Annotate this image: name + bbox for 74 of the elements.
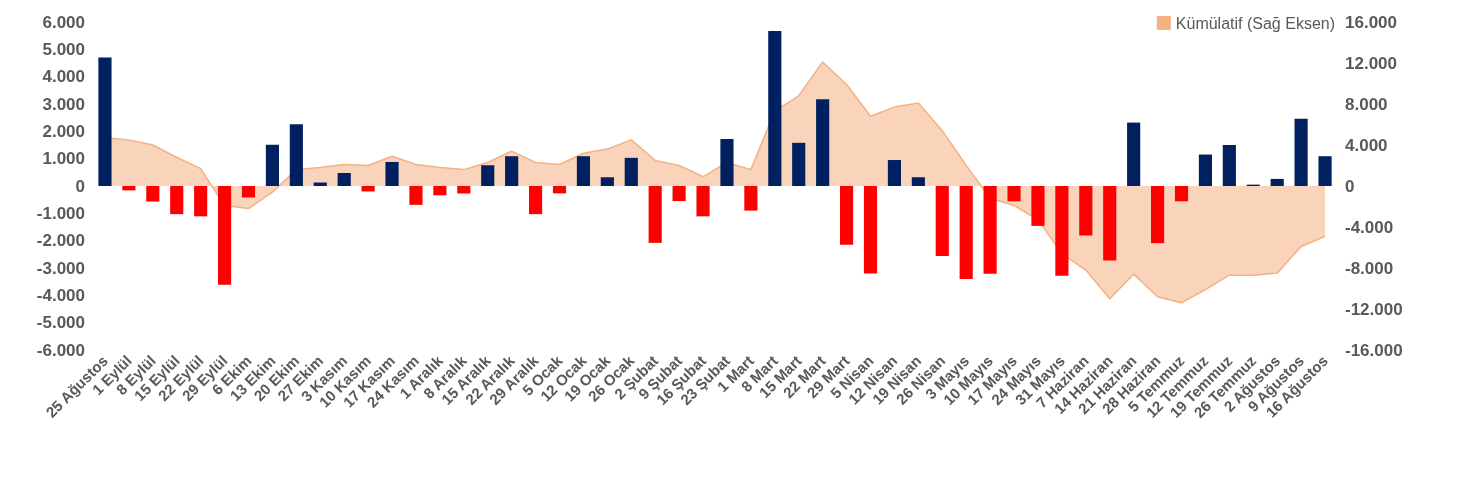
bar bbox=[983, 186, 997, 274]
bar bbox=[1031, 186, 1045, 226]
y-tick-label: -1.000 bbox=[36, 203, 85, 223]
bar bbox=[1127, 122, 1141, 186]
bar bbox=[289, 124, 303, 186]
bar bbox=[409, 186, 423, 205]
bar bbox=[241, 186, 256, 198]
bar bbox=[887, 160, 901, 186]
bar bbox=[1198, 154, 1212, 186]
bar bbox=[98, 57, 112, 186]
bar bbox=[840, 186, 854, 245]
bar bbox=[170, 186, 184, 215]
bar bbox=[1007, 186, 1021, 202]
bar bbox=[720, 138, 734, 186]
bar bbox=[768, 31, 782, 186]
y2-tick-label: 8.000 bbox=[1345, 94, 1388, 114]
bar bbox=[863, 186, 878, 274]
bar bbox=[1079, 186, 1093, 236]
y-tick-label: -2.000 bbox=[36, 231, 85, 251]
y-tick-label: -6.000 bbox=[36, 340, 85, 360]
y-tick-label: 2.000 bbox=[42, 121, 85, 141]
bar bbox=[337, 172, 351, 186]
bar bbox=[1318, 156, 1332, 186]
bar bbox=[361, 186, 375, 192]
y-tick-label: 6.000 bbox=[42, 12, 85, 32]
y-tick-label: -3.000 bbox=[36, 258, 85, 278]
bar bbox=[744, 186, 758, 211]
bar bbox=[1174, 186, 1189, 202]
bar bbox=[218, 186, 232, 285]
bar bbox=[529, 186, 543, 215]
bar bbox=[433, 186, 447, 196]
bar bbox=[194, 186, 208, 217]
bar bbox=[122, 186, 136, 191]
y-tick-label: 5.000 bbox=[42, 39, 85, 59]
bar bbox=[624, 157, 638, 186]
bar bbox=[600, 177, 614, 186]
y2-tick-label: -4.000 bbox=[1345, 217, 1394, 237]
y2-tick-label: -8.000 bbox=[1345, 258, 1394, 278]
bar bbox=[792, 142, 806, 186]
y2-tick-label: -12.000 bbox=[1345, 299, 1403, 319]
bar bbox=[457, 186, 471, 194]
y-tick-label: 3.000 bbox=[42, 94, 85, 114]
bar bbox=[1270, 178, 1284, 186]
bar bbox=[911, 177, 925, 186]
bar bbox=[576, 156, 590, 186]
legend-label: Kümülatif (Sağ Eksen) bbox=[1175, 14, 1336, 32]
bar bbox=[935, 186, 949, 256]
y-tick-label: 0 bbox=[75, 176, 85, 196]
bar bbox=[672, 186, 686, 202]
bar bbox=[146, 186, 160, 202]
y2-tick-label: -16.000 bbox=[1345, 340, 1403, 360]
bar bbox=[1294, 118, 1308, 186]
y2-tick-label: 16.000 bbox=[1345, 12, 1397, 32]
y2-tick-label: 12.000 bbox=[1345, 53, 1397, 73]
bar bbox=[552, 186, 567, 194]
y-tick-label: 4.000 bbox=[42, 67, 85, 87]
bar bbox=[505, 156, 519, 186]
bar bbox=[816, 99, 830, 186]
bar bbox=[1151, 186, 1165, 244]
y-tick-label: -4.000 bbox=[36, 285, 85, 305]
bar bbox=[481, 165, 495, 186]
bar bbox=[696, 186, 710, 217]
bar bbox=[1103, 186, 1117, 261]
bar bbox=[1055, 186, 1069, 276]
y2-tick-label: 0 bbox=[1345, 176, 1355, 196]
y-tick-label: 1.000 bbox=[42, 149, 85, 169]
bar bbox=[265, 144, 279, 186]
y-tick-label: -5.000 bbox=[36, 313, 85, 333]
bar bbox=[959, 186, 973, 279]
bar bbox=[648, 186, 662, 243]
bar bbox=[385, 161, 399, 186]
bar bbox=[313, 182, 327, 186]
y2-tick-label: 4.000 bbox=[1345, 135, 1388, 155]
bar bbox=[1222, 145, 1236, 186]
